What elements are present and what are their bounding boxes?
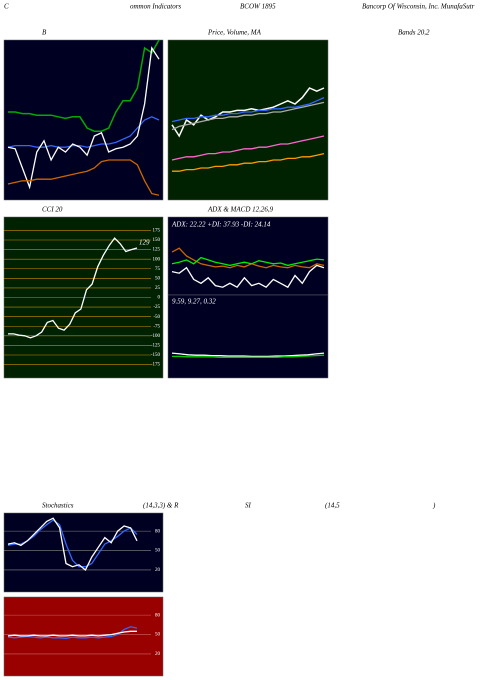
panel: [167, 39, 329, 201]
watermark: MunafaSutra.com: [172, 570, 346, 596]
header-text: (14,5: [325, 502, 340, 510]
series-line: [7, 46, 160, 190]
header-text: ): [432, 502, 436, 510]
panel-title: ADX & MACD 12,26,9: [207, 206, 274, 214]
y-tick-label: -175: [151, 363, 161, 368]
y-tick-label: 80: [155, 613, 161, 618]
series-line: [7, 626, 138, 640]
series-line: [172, 354, 325, 358]
y-tick-label: 25: [155, 286, 161, 291]
y-tick-label: 0: [158, 296, 161, 301]
annotation: ADX: 22.22 +DI: 37.93 -DI: 24.14: [171, 221, 271, 229]
y-tick-label: -125: [151, 344, 161, 349]
header-text: BCOW 1895: [240, 3, 276, 11]
header-text: SI: [245, 502, 252, 510]
y-tick-label: 80: [155, 529, 161, 534]
series-line: [8, 237, 138, 339]
y-tick-label: -25: [153, 305, 160, 310]
y-tick-label: 75: [155, 267, 161, 272]
series-line: [7, 159, 160, 196]
y-tick-label: 175: [153, 229, 161, 234]
y-tick-label: 125: [153, 248, 161, 253]
series-line: [7, 517, 138, 572]
series-line: [171, 87, 325, 138]
y-tick-label: -75: [153, 324, 160, 329]
panel-title: B: [42, 29, 47, 37]
series-line: [171, 247, 325, 269]
panel-title: Price, Volume, MA: [207, 29, 262, 37]
series-line: [171, 135, 325, 161]
y-tick-label: -50: [153, 315, 160, 320]
series-line: [8, 39, 160, 132]
header-text: Bands 20,2: [398, 29, 430, 37]
panel-title: CCI 20: [42, 206, 63, 214]
panel: [3, 512, 164, 593]
y-tick-label: -100: [151, 334, 161, 339]
series-line: [171, 101, 325, 131]
header-text: (14,3,3) & R: [143, 502, 179, 510]
panel: [3, 39, 164, 201]
annotation: 9.59, 9.27, 0.32: [172, 298, 216, 306]
y-tick-label: 20: [155, 568, 161, 573]
series-line: [171, 256, 325, 267]
y-tick-label: 50: [155, 549, 161, 554]
panel-title: Stochastics: [42, 502, 74, 510]
annotation: 129: [139, 239, 150, 247]
y-tick-label: 20: [155, 652, 161, 657]
series-line: [7, 116, 160, 148]
y-tick-label: 150: [153, 238, 161, 243]
header-text: C: [4, 3, 9, 11]
series-line: [7, 630, 137, 637]
panel: [167, 216, 329, 296]
y-tick-label: -150: [151, 353, 161, 358]
y-tick-label: 50: [155, 276, 161, 281]
series-line: [171, 352, 325, 358]
header-text: ommon Indicators: [130, 3, 181, 11]
series-line: [171, 97, 325, 123]
y-tick-label: 100: [153, 257, 161, 262]
series-line: [171, 264, 325, 289]
panel: [167, 294, 329, 379]
series-line: [172, 152, 325, 172]
header-text: Bancorp Of Wisconsin, Inc. MunafaSutr: [362, 3, 475, 11]
y-tick-label: 50: [155, 633, 161, 638]
